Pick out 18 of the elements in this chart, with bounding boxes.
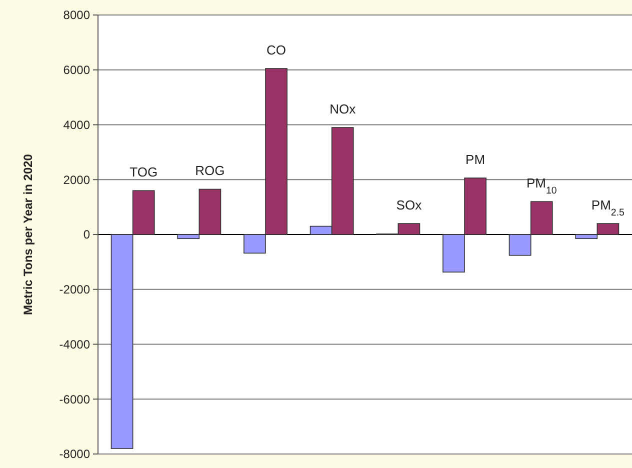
y-tick-label: 6000 xyxy=(63,63,90,78)
y-tick-label: -8000 xyxy=(59,447,90,462)
y-tick-label: -6000 xyxy=(59,392,90,406)
y-tick-label: 4000 xyxy=(63,118,90,132)
x-tick-label: PM xyxy=(466,152,486,167)
y-tick-label: 2000 xyxy=(63,172,90,187)
y-tick-label: -4000 xyxy=(59,337,90,352)
x-tick-label: TOG xyxy=(130,164,158,180)
x-tick-label: ROG xyxy=(195,163,225,178)
x-tick-label: PM$_{2.5}$ xyxy=(591,198,626,218)
x-tick-label: SOx xyxy=(396,198,422,213)
x-tick-label: PM$_{10}$ xyxy=(526,176,558,196)
y-tick-label: 8000 xyxy=(63,8,90,22)
x-tick-label: CO xyxy=(266,42,286,58)
y-tick-label: -2000 xyxy=(59,282,90,297)
x-tick-label: NOx xyxy=(330,101,356,116)
y-axis-title: Metric Tons per Year in 2020 xyxy=(21,154,35,315)
y-tick-label: 0 xyxy=(83,228,90,242)
